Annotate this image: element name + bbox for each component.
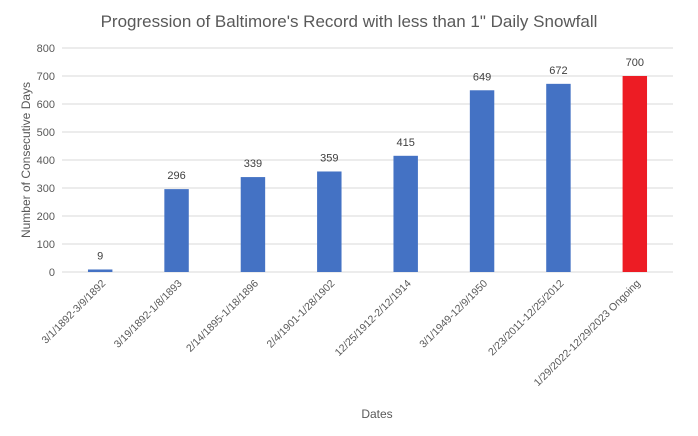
x-category-label: 2/4/1901-1/28/1902 (265, 278, 338, 351)
y-tick-label: 400 (37, 155, 55, 167)
y-tick-label: 500 (37, 127, 55, 139)
y-axis-ticks: 0 100 200 300 400 500 600 700 800 (37, 43, 55, 279)
x-category-label: 3/19/1892-1/8/1893 (112, 278, 185, 351)
x-category-label: 2/23/2011-12/25/2012 (486, 278, 567, 359)
bar (240, 177, 266, 272)
x-category-label: 3/1/1949-12/9/1950 (417, 278, 490, 351)
chart-title: Progression of Baltimore's Record with l… (101, 12, 598, 31)
gridlines (62, 47, 673, 273)
data-label: 672 (549, 65, 567, 77)
bars (87, 76, 648, 272)
y-axis-title: Number of Consecutive Days (19, 82, 33, 238)
x-axis-categories: 3/1/1892-3/9/1892 3/19/1892-1/8/1893 2/14/… (40, 278, 644, 389)
x-category-label: 2/14/1895-1/18/1896 (184, 278, 261, 355)
y-tick-label: 200 (37, 211, 55, 223)
data-label: 649 (473, 71, 491, 83)
y-tick-label: 0 (49, 267, 55, 279)
y-tick-label: 100 (37, 239, 55, 251)
data-label: 415 (397, 137, 415, 149)
bar (164, 189, 189, 272)
data-label: 9 (97, 250, 103, 262)
data-label: 359 (320, 152, 338, 164)
y-tick-label: 300 (37, 183, 55, 195)
data-label: 339 (244, 158, 262, 170)
bar (622, 76, 648, 272)
x-category-label: 3/1/1892-3/9/1892 (40, 278, 109, 347)
bar (469, 90, 495, 272)
data-label: 296 (167, 170, 185, 182)
y-tick-label: 800 (37, 43, 55, 55)
bar (317, 171, 342, 272)
data-labels: 9 296 339 359 415 649 672 700 (97, 57, 644, 262)
x-category-label: 12/25/1912-2/12/1914 (333, 278, 414, 359)
x-axis-title: Dates (361, 407, 392, 421)
data-label: 700 (626, 57, 644, 69)
bar (393, 155, 418, 272)
y-tick-label: 600 (37, 99, 55, 111)
y-tick-label: 700 (37, 71, 55, 83)
bar (546, 83, 571, 272)
bar (87, 269, 113, 272)
